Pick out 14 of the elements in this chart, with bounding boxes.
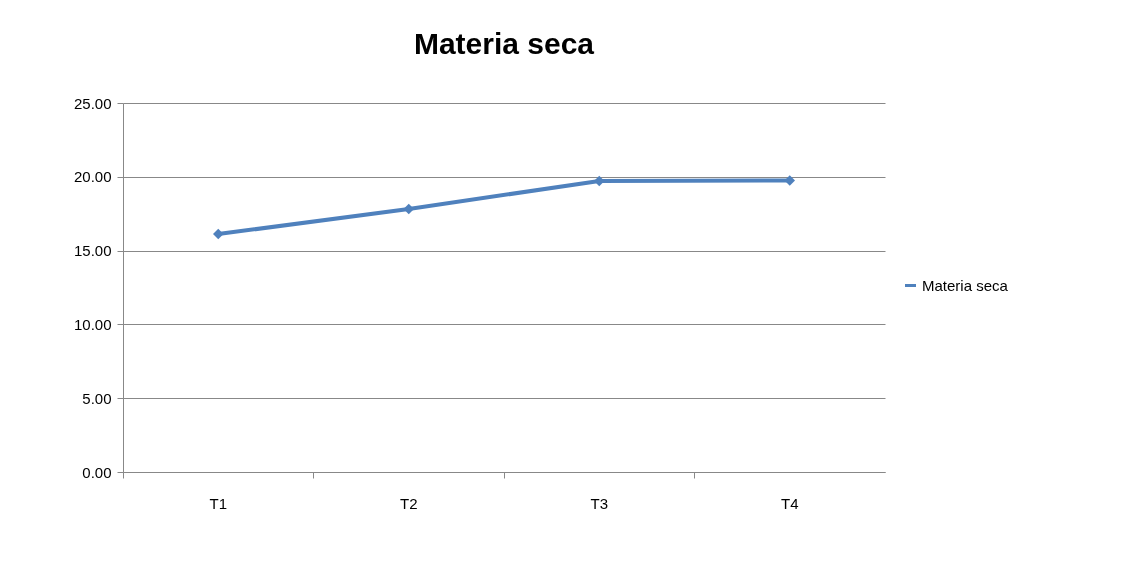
- legend-label: Materia seca: [922, 276, 1009, 294]
- x-tick-label: T2: [399, 494, 418, 512]
- x-tick-label: T4: [780, 494, 799, 512]
- y-tick-label: 10.00: [73, 315, 112, 333]
- x-tick-label: T3: [590, 494, 609, 512]
- y-tick-label: 25.00: [73, 94, 112, 112]
- y-tick-label: 15.00: [73, 242, 112, 260]
- y-tick-label: 5.00: [82, 389, 112, 407]
- y-tick-label: 20.00: [73, 168, 112, 186]
- chart-title: Materia seca: [413, 27, 595, 60]
- point: [403, 203, 414, 215]
- point: [213, 228, 224, 240]
- x-tick-label: T1: [209, 494, 228, 512]
- y-tick-label: 0.00: [82, 463, 112, 481]
